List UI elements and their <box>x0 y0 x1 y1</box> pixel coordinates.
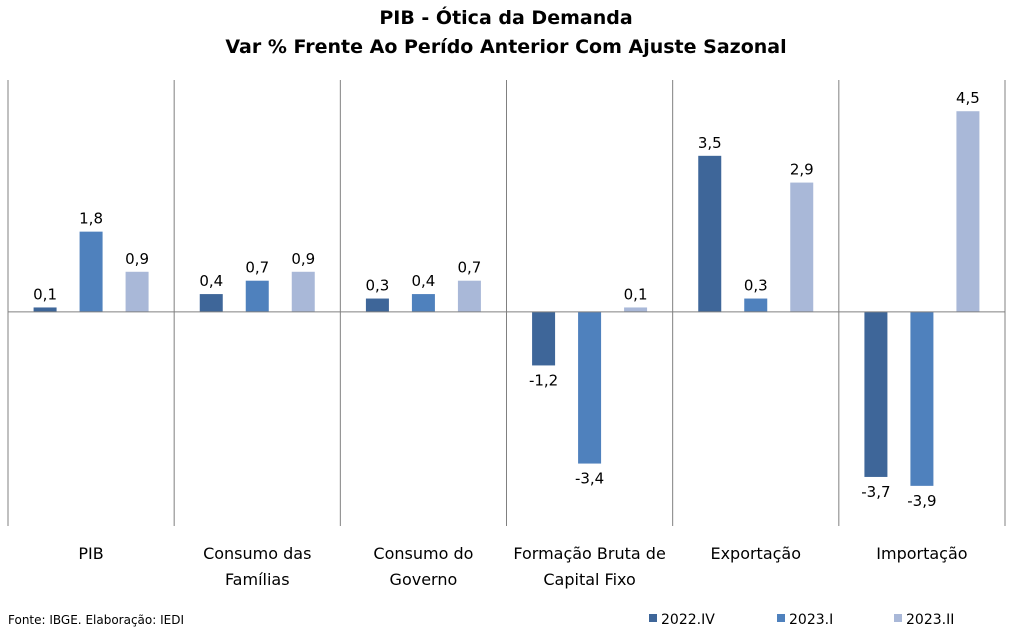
chart-title: PIB - Ótica da Demanda <box>379 5 632 29</box>
data-label: -3,9 <box>907 492 936 510</box>
bar <box>910 311 934 486</box>
legend-swatch <box>777 614 785 622</box>
bar <box>532 311 556 366</box>
data-label: -3,4 <box>575 470 604 488</box>
bar <box>744 298 768 312</box>
data-label: 2,9 <box>790 161 814 179</box>
bar <box>411 294 435 312</box>
category-label: Famílias <box>225 570 290 589</box>
category-label: Formação Bruta de <box>513 544 665 563</box>
category-label: Capital Fixo <box>543 570 635 589</box>
data-label: 0,3 <box>744 277 768 295</box>
data-label: 0,7 <box>245 259 269 277</box>
legend-label: 2023.I <box>789 612 833 628</box>
bar <box>578 311 602 464</box>
data-label: 1,8 <box>79 210 103 228</box>
bar <box>457 280 481 312</box>
category-label: Consumo do <box>373 544 473 563</box>
data-label: 3,5 <box>698 134 722 152</box>
data-label: -3,7 <box>861 483 890 501</box>
data-label: 0,7 <box>457 259 481 277</box>
category-label: PIB <box>78 544 103 563</box>
bar <box>624 307 648 312</box>
bar <box>79 231 103 312</box>
plot-area: 0,1 0,4 0,3 -1,2 3,5 -3,7 1,8 0,7 0,4 -3,4 0,3 -3,9… <box>7 80 1006 526</box>
bar <box>125 271 149 312</box>
legend-label: 2022.IV <box>661 612 715 628</box>
legend-label: 2023.II <box>906 612 954 628</box>
bar <box>698 155 722 312</box>
bar <box>33 307 57 312</box>
category-label: Exportação <box>710 544 801 563</box>
data-label: 0,4 <box>199 272 223 290</box>
data-label: -1,2 <box>529 371 558 389</box>
legend-swatch <box>649 614 657 622</box>
data-label: 0,3 <box>365 277 389 295</box>
category-labels: PIB Consumo das Famílias Consumo do Governo F… <box>78 544 967 589</box>
data-label: 0,9 <box>291 250 315 268</box>
source-note: Fonte: IBGE. Elaboração: IEDI <box>8 613 184 627</box>
data-label: 0,9 <box>125 250 149 268</box>
category-label: Consumo das <box>203 544 311 563</box>
data-label: 0,1 <box>33 285 57 303</box>
legend-swatch <box>894 614 902 622</box>
bar <box>864 311 888 477</box>
data-label: 0,4 <box>411 272 435 290</box>
bar <box>790 182 814 312</box>
legend: 2022.IV 2023.I 2023.II <box>649 612 954 628</box>
bar <box>365 298 389 312</box>
data-label: 4,5 <box>956 89 980 107</box>
bar <box>199 294 223 312</box>
chart-subtitle: Var % Frente Ao Perído Anterior Com Ajus… <box>225 36 786 58</box>
category-label: Governo <box>390 570 458 589</box>
data-label: 0,1 <box>624 285 648 303</box>
bar <box>291 271 315 312</box>
bar <box>245 280 269 312</box>
bar <box>956 111 980 312</box>
category-label: Importação <box>876 544 967 563</box>
